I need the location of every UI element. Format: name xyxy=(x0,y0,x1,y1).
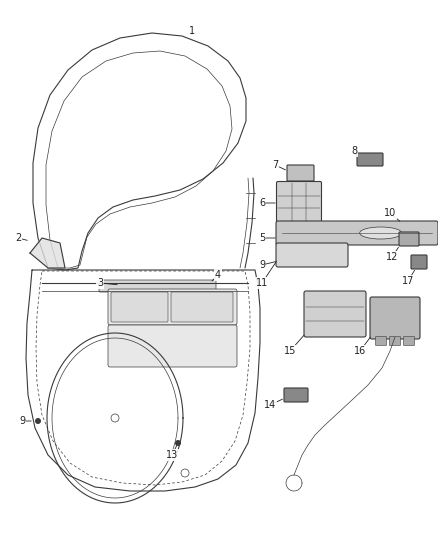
Text: 1: 1 xyxy=(189,26,195,36)
Text: 7: 7 xyxy=(272,160,278,170)
FancyBboxPatch shape xyxy=(276,243,348,267)
Text: 14: 14 xyxy=(264,400,276,410)
Text: 3: 3 xyxy=(97,278,103,288)
Text: 4: 4 xyxy=(215,270,221,280)
Text: 11: 11 xyxy=(256,278,268,288)
Text: 6: 6 xyxy=(259,198,265,208)
FancyBboxPatch shape xyxy=(284,388,308,402)
Text: 9: 9 xyxy=(19,416,25,426)
FancyBboxPatch shape xyxy=(171,292,233,322)
FancyBboxPatch shape xyxy=(403,336,414,345)
FancyBboxPatch shape xyxy=(399,232,419,246)
Text: 16: 16 xyxy=(354,346,366,356)
Text: 10: 10 xyxy=(384,208,396,218)
FancyBboxPatch shape xyxy=(108,325,237,367)
Text: 5: 5 xyxy=(259,233,265,243)
Circle shape xyxy=(175,440,181,446)
Text: 17: 17 xyxy=(402,276,414,286)
FancyBboxPatch shape xyxy=(357,153,383,166)
Text: 15: 15 xyxy=(284,346,296,356)
FancyBboxPatch shape xyxy=(389,336,400,345)
Text: 2: 2 xyxy=(15,233,21,243)
Circle shape xyxy=(35,418,41,424)
Polygon shape xyxy=(30,238,65,268)
FancyBboxPatch shape xyxy=(370,297,420,339)
Text: 8: 8 xyxy=(351,146,357,156)
FancyBboxPatch shape xyxy=(276,182,321,222)
Ellipse shape xyxy=(360,227,402,239)
Text: 9: 9 xyxy=(259,260,265,270)
FancyBboxPatch shape xyxy=(276,221,438,245)
FancyBboxPatch shape xyxy=(411,255,427,269)
FancyBboxPatch shape xyxy=(304,291,366,337)
FancyBboxPatch shape xyxy=(99,280,216,292)
FancyBboxPatch shape xyxy=(111,292,168,322)
FancyBboxPatch shape xyxy=(375,336,386,345)
FancyBboxPatch shape xyxy=(287,165,314,181)
Text: 12: 12 xyxy=(386,252,398,262)
Text: 13: 13 xyxy=(166,450,178,460)
FancyBboxPatch shape xyxy=(108,289,237,325)
